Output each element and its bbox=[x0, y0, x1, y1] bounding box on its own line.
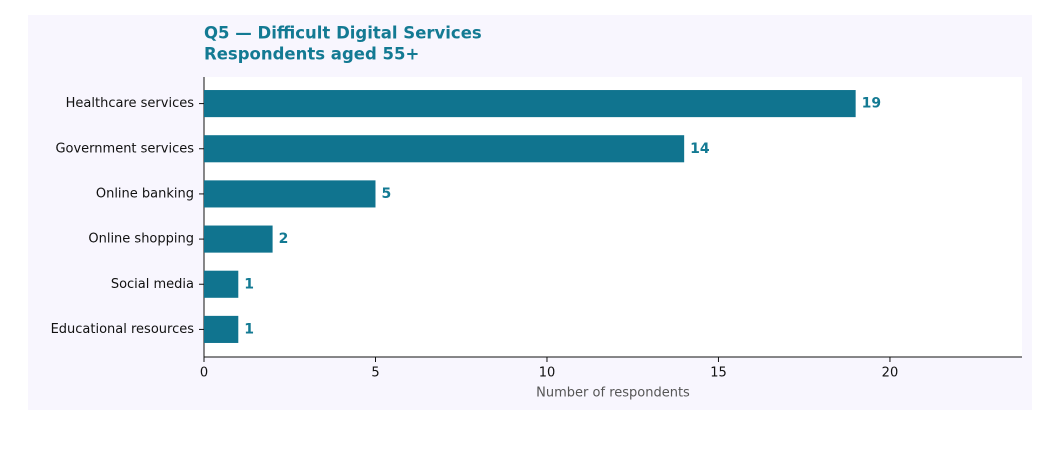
bar bbox=[204, 90, 856, 118]
value-label: 2 bbox=[279, 231, 289, 247]
x-tick-label: 10 bbox=[539, 366, 556, 381]
x-tick-label: 15 bbox=[710, 366, 727, 381]
y-tick-label: Online banking bbox=[96, 186, 194, 201]
bar bbox=[204, 135, 685, 163]
chart-subtitle: Respondents aged 55+ bbox=[204, 45, 419, 64]
x-tick-label: 5 bbox=[371, 366, 379, 381]
plot-area bbox=[204, 77, 1022, 357]
bar bbox=[204, 270, 239, 298]
y-tick-label: Online shopping bbox=[88, 232, 194, 247]
chart-title: Q5 — Difficult Digital Services bbox=[204, 24, 482, 43]
y-tick-label: Government services bbox=[55, 141, 194, 156]
x-axis-label: Number of respondents bbox=[536, 386, 690, 401]
value-label: 1 bbox=[244, 276, 254, 292]
x-tick-label: 20 bbox=[882, 366, 899, 381]
bar bbox=[204, 180, 376, 208]
y-tick-label: Healthcare services bbox=[66, 96, 195, 111]
y-tick-label: Social media bbox=[111, 277, 194, 292]
value-label: 19 bbox=[862, 96, 881, 112]
value-label: 14 bbox=[690, 141, 710, 157]
y-tick-label: Educational resources bbox=[51, 322, 195, 337]
x-tick-label: 0 bbox=[200, 366, 208, 381]
value-label: 1 bbox=[244, 321, 254, 337]
bar bbox=[204, 315, 239, 343]
bar bbox=[204, 225, 273, 253]
value-label: 5 bbox=[381, 186, 391, 202]
